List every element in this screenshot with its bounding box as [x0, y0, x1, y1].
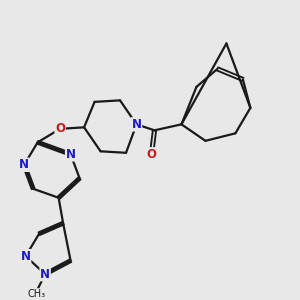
- Text: N: N: [21, 250, 31, 263]
- Text: O: O: [146, 148, 157, 161]
- Text: CH₃: CH₃: [27, 289, 45, 298]
- Text: N: N: [40, 268, 50, 281]
- Text: N: N: [19, 158, 29, 171]
- Text: N: N: [66, 148, 76, 161]
- Text: O: O: [55, 122, 65, 135]
- Text: N: N: [131, 118, 142, 131]
